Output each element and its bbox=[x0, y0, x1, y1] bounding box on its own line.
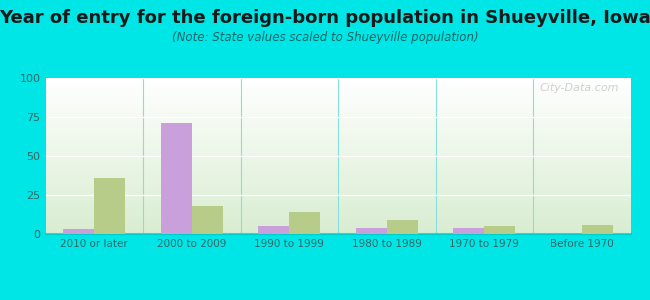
Bar bbox=[161, 123, 192, 234]
Text: Year of entry for the foreign-born population in Shueyville, Iowa: Year of entry for the foreign-born popul… bbox=[0, 9, 650, 27]
Bar bbox=[192, 206, 223, 234]
Bar bbox=[484, 226, 515, 234]
Bar bbox=[289, 212, 320, 234]
Bar bbox=[63, 229, 94, 234]
Text: City-Data.com: City-Data.com bbox=[540, 83, 619, 93]
Bar bbox=[258, 226, 289, 234]
Bar bbox=[94, 178, 125, 234]
Bar bbox=[387, 220, 418, 234]
Text: (Note: State values scaled to Shueyville population): (Note: State values scaled to Shueyville… bbox=[172, 32, 478, 44]
Bar bbox=[356, 228, 387, 234]
Bar bbox=[453, 228, 484, 234]
Bar bbox=[582, 225, 613, 234]
